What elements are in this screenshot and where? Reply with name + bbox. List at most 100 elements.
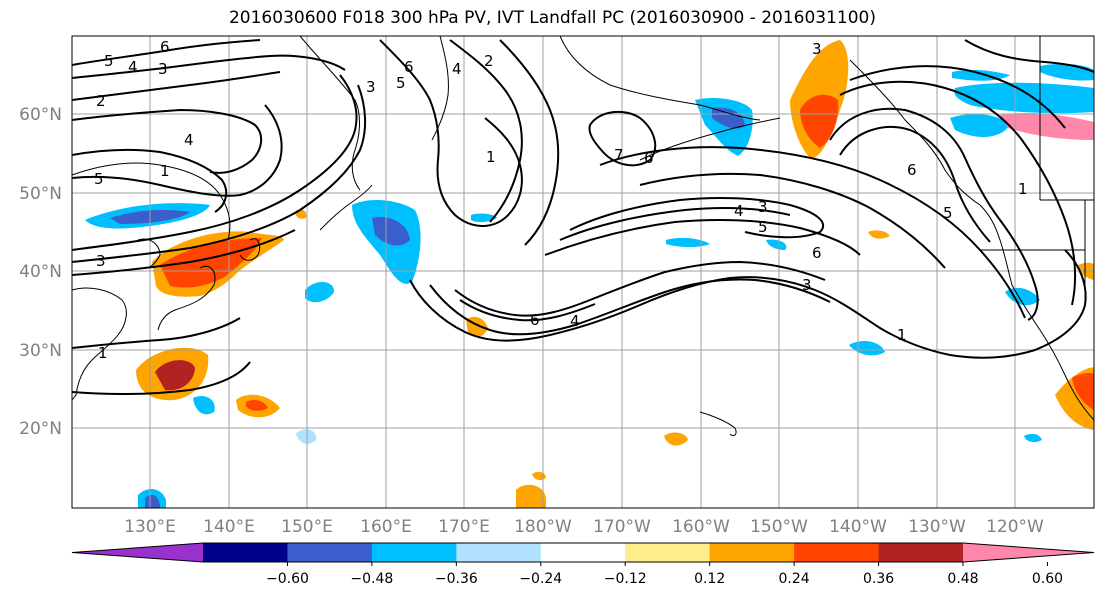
graticule [72, 36, 1094, 508]
shading-patch [532, 471, 546, 481]
map-title: 2016030600 F018 300 hPa PV, IVT Landfall… [228, 8, 876, 28]
pv-contours [72, 39, 1094, 396]
colorbar-extend-min [72, 543, 203, 562]
contour-label: 6 [644, 149, 654, 167]
contour-label: 5 [94, 170, 104, 188]
shading-patch [712, 107, 745, 129]
lat-labels: 60°N 50°N 40°N 30°N 20°N [19, 105, 62, 439]
colorbar-bin [371, 543, 457, 562]
contour-label: 7 [614, 146, 624, 164]
lon-label: 120°W [986, 517, 1044, 537]
lon-label: 140°W [829, 517, 887, 537]
shading-layer [85, 40, 1094, 508]
map-area: 6 5 4 3 2 4 5 3 1 5 6 3 4 2 1 7 6 4 3 5 … [72, 36, 1094, 508]
colorbar-tick-label: 0.12 [694, 571, 725, 587]
shading-patch [1005, 287, 1040, 306]
map-frame [71, 35, 1095, 509]
contour-label: 4 [128, 58, 138, 76]
lat-label: 40°N [19, 262, 62, 282]
lon-label: 160°E [360, 517, 412, 537]
contour-label: 6 [160, 38, 170, 56]
contour-label: 2 [484, 52, 494, 70]
contour-labels: 6 5 4 3 2 4 5 3 1 5 6 3 4 2 1 7 6 4 3 5 … [94, 38, 1028, 362]
colorbar-bin [203, 543, 288, 562]
contour-label: 5 [104, 52, 114, 70]
shading-patch [1072, 373, 1094, 410]
shading-patch [666, 237, 710, 247]
shading-patch [193, 395, 215, 415]
contour-label: 4 [452, 60, 462, 78]
colorbar-outline [71, 542, 1095, 563]
lon-label: 180°W [514, 517, 572, 537]
lat-label: 20°N [19, 419, 62, 439]
colorbar-tick-label: −0.24 [519, 571, 562, 587]
colorbar-tick-label: 0.24 [779, 571, 810, 587]
colorbar-tick-label: −0.60 [266, 571, 309, 587]
shading-patch [950, 114, 1010, 137]
colorbar-bin [456, 543, 542, 562]
lon-label: 140°E [203, 517, 255, 537]
colorbar-bin [794, 543, 880, 562]
contour-label: 2 [96, 92, 106, 110]
colorbar-tick-label: −0.48 [350, 571, 393, 587]
contour-label: 4 [734, 202, 744, 220]
contour-label: 6 [907, 161, 917, 179]
colorbar-bin [540, 543, 626, 562]
shading-patch [145, 494, 160, 508]
shading-patch [849, 340, 885, 356]
lat-label: 30°N [19, 341, 62, 361]
colorbar-tick-label: 0.60 [1032, 571, 1063, 587]
shading-patch [954, 82, 1094, 114]
colorbar: −0.60 −0.48 −0.36 −0.24 −0.12 0.12 0.24 0.36 0.4… [71, 542, 1095, 587]
contour-label: 3 [802, 276, 812, 294]
lon-label: 150°W [750, 517, 808, 537]
contour-label: 4 [184, 131, 194, 149]
contour-label: 1 [486, 148, 496, 166]
shading-patch [372, 216, 410, 246]
shading-patch [246, 400, 268, 411]
contour-label: 1 [897, 326, 907, 344]
contour-label: 1 [160, 162, 170, 180]
shading-patch [296, 429, 317, 444]
contour-label: 3 [366, 78, 376, 96]
shading-patch [766, 239, 787, 250]
contour-label: 6 [812, 244, 822, 262]
lon-labels: 130°E 140°E 150°E 160°E 170°E 180°W 170°… [124, 517, 1044, 537]
contour-label: 5 [396, 74, 406, 92]
contour-label: 3 [158, 60, 168, 78]
lon-label: 160°W [672, 517, 730, 537]
colorbar-tick-label: −0.36 [435, 571, 478, 587]
contour-label: 1 [98, 344, 108, 362]
lon-label: 150°E [281, 517, 333, 537]
shading-patch [1024, 433, 1042, 443]
lon-label: 130°W [908, 517, 966, 537]
colorbar-tick-label: 0.48 [947, 571, 978, 587]
shading-patch [1000, 112, 1094, 140]
colorbar-bin [287, 543, 373, 562]
shading-patch [664, 432, 688, 446]
contour-label: 5 [943, 204, 953, 222]
contour-label: 3 [758, 198, 768, 216]
coastlines [72, 36, 1094, 437]
contour-label: 6 [530, 311, 540, 329]
colorbar-bin [878, 543, 964, 562]
contour-label: 6 [404, 58, 414, 76]
colorbar-bin [625, 543, 711, 562]
colorbar-tick-label: −0.12 [604, 571, 647, 587]
shading-patch [952, 69, 1010, 81]
shading-patch [516, 484, 546, 508]
contour-label: 5 [758, 218, 768, 236]
contour-label: 1 [1018, 180, 1028, 198]
lon-label: 130°E [124, 517, 176, 537]
shading-patch [155, 360, 195, 391]
contour-label: 3 [96, 252, 106, 270]
shading-patch [868, 230, 890, 239]
lat-label: 60°N [19, 105, 62, 125]
lon-label: 170°E [438, 517, 490, 537]
lat-label: 50°N [19, 184, 62, 204]
shading-patch [1040, 63, 1094, 81]
shading-patch [800, 94, 839, 148]
shading-patch [305, 281, 335, 303]
lon-label: 170°W [593, 517, 651, 537]
